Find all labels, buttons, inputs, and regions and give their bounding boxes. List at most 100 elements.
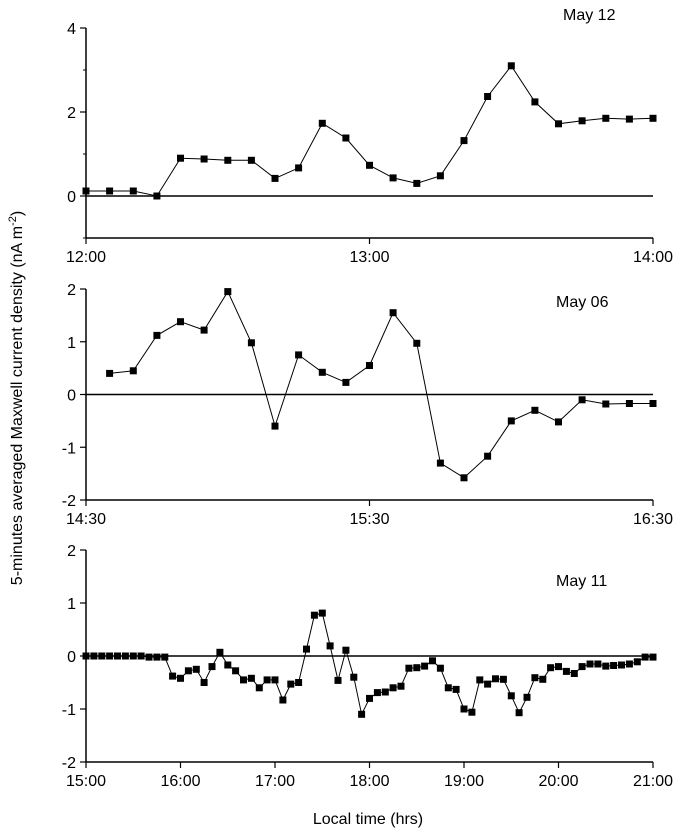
data-point xyxy=(350,673,358,681)
y-axis-title-close: ) xyxy=(9,211,26,216)
data-point xyxy=(129,367,137,375)
data-point xyxy=(649,400,657,407)
data-point xyxy=(208,663,216,671)
data-point xyxy=(161,653,169,661)
data-point xyxy=(531,406,539,414)
data-point xyxy=(247,339,255,347)
data-point xyxy=(114,652,121,660)
data-point xyxy=(649,653,657,661)
data-point xyxy=(460,137,468,145)
data-point xyxy=(429,657,436,665)
data-point xyxy=(153,653,161,661)
data-point xyxy=(460,474,468,482)
x-tick-label: 15:00 xyxy=(66,773,106,790)
data-point xyxy=(468,708,476,716)
data-point xyxy=(358,710,366,718)
data-point xyxy=(555,663,562,671)
data-point xyxy=(373,689,381,697)
x-tick-label: 12:00 xyxy=(66,249,106,266)
data-point xyxy=(232,667,240,675)
data-point xyxy=(484,93,492,100)
data-point xyxy=(413,179,421,187)
data-point xyxy=(90,652,98,660)
x-tick-label: 18:00 xyxy=(349,773,389,790)
data-point xyxy=(310,611,318,619)
data-point xyxy=(177,318,184,326)
data-point xyxy=(318,119,326,127)
data-point xyxy=(177,154,184,162)
data-point xyxy=(106,369,114,377)
data-point xyxy=(263,676,271,684)
data-point xyxy=(326,642,334,650)
y-tick-label: 0 xyxy=(67,649,76,666)
data-point xyxy=(145,653,153,661)
y-axis-title-superscript: -2 xyxy=(7,216,19,226)
data-point xyxy=(192,665,200,673)
data-point xyxy=(625,400,633,407)
x-tick-label: 21:00 xyxy=(633,773,673,790)
data-point xyxy=(602,114,610,122)
data-point xyxy=(318,368,326,376)
data-point xyxy=(460,705,468,713)
data-point xyxy=(539,675,547,683)
y-tick-label: 4 xyxy=(67,21,76,38)
y-tick-label: -1 xyxy=(62,440,76,457)
data-point xyxy=(224,661,232,669)
y-tick-label: -2 xyxy=(62,493,76,510)
data-point xyxy=(531,98,539,106)
y-tick-label: 1 xyxy=(67,335,76,352)
data-point xyxy=(216,648,224,656)
series-line xyxy=(109,290,653,479)
data-point xyxy=(153,331,161,339)
data-point xyxy=(295,351,303,359)
data-point xyxy=(342,646,350,654)
panel-label: May 11 xyxy=(556,573,607,590)
panel-label: May 12 xyxy=(563,7,616,24)
y-tick-label: 0 xyxy=(67,189,76,206)
data-point xyxy=(476,676,484,684)
data-point xyxy=(484,680,492,688)
data-point xyxy=(397,682,405,690)
x-tick-label: 16:00 xyxy=(160,773,200,790)
y-axis-title-main: 5-minutes averaged Maxwell current densi… xyxy=(9,226,26,585)
data-point xyxy=(169,672,177,680)
y-axis-title: 5-minutes averaged Maxwell current densi… xyxy=(7,211,26,585)
data-point xyxy=(106,187,114,195)
data-point xyxy=(82,652,90,660)
y-tick-label: 2 xyxy=(67,105,76,122)
data-point xyxy=(271,422,279,430)
data-point xyxy=(366,362,373,369)
data-point xyxy=(523,693,531,701)
x-tick-label: 13:00 xyxy=(349,249,389,266)
data-point xyxy=(287,680,295,688)
data-point xyxy=(389,174,397,182)
data-point xyxy=(334,676,342,684)
x-tick-label: 17:00 xyxy=(255,773,295,790)
data-point xyxy=(366,694,373,702)
data-point xyxy=(255,684,263,692)
data-point xyxy=(507,417,515,425)
data-point xyxy=(507,62,515,70)
data-point xyxy=(578,396,586,404)
data-point xyxy=(555,418,562,426)
y-tick-label: 1 xyxy=(67,596,76,613)
data-point xyxy=(562,667,570,675)
data-point xyxy=(121,652,129,660)
y-tick-label: 0 xyxy=(67,388,76,405)
data-point xyxy=(98,652,106,660)
x-tick-label: 14:30 xyxy=(66,511,106,528)
y-tick-label: -1 xyxy=(62,702,76,719)
data-point xyxy=(594,660,602,668)
data-point xyxy=(381,688,389,696)
data-point xyxy=(547,664,555,672)
data-point xyxy=(366,161,373,169)
data-point xyxy=(578,117,586,125)
panel-3: -2 -1 0 1 2 15:00 16:00 17:00 18:00 19:00 20:00 21:… xyxy=(62,543,673,790)
data-point xyxy=(586,660,594,668)
data-point xyxy=(436,664,444,672)
data-point xyxy=(452,685,460,693)
data-point xyxy=(436,172,444,180)
data-point xyxy=(295,679,303,686)
data-point xyxy=(405,664,413,672)
